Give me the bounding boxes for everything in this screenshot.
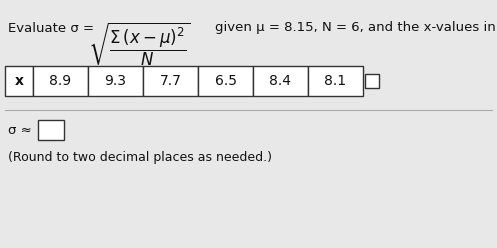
Text: given μ = 8.15, N = 6, and the x-values in the table.: given μ = 8.15, N = 6, and the x-values … [215,22,497,34]
Text: Evaluate σ =: Evaluate σ = [8,22,98,34]
Bar [308,66,363,96]
Bar [143,66,198,96]
Text: 8.4: 8.4 [269,74,292,88]
Text: 6.5: 6.5 [215,74,237,88]
Text: 8.1: 8.1 [325,74,346,88]
Text: 7.7: 7.7 [160,74,181,88]
Bar [253,66,308,96]
Text: $\sqrt{\dfrac{\Sigma\,(x-\mu)^2}{N}}$: $\sqrt{\dfrac{\Sigma\,(x-\mu)^2}{N}}$ [88,20,191,68]
Text: σ ≈: σ ≈ [8,124,32,136]
Text: x: x [14,74,23,88]
Text: 9.3: 9.3 [104,74,127,88]
Bar [33,66,88,96]
Bar [198,66,253,96]
Text: 8.9: 8.9 [49,74,72,88]
Bar [365,74,379,88]
Text: (Round to two decimal places as needed.): (Round to two decimal places as needed.) [8,152,272,164]
Bar [88,66,143,96]
Bar [38,120,64,140]
Bar [5,66,33,96]
